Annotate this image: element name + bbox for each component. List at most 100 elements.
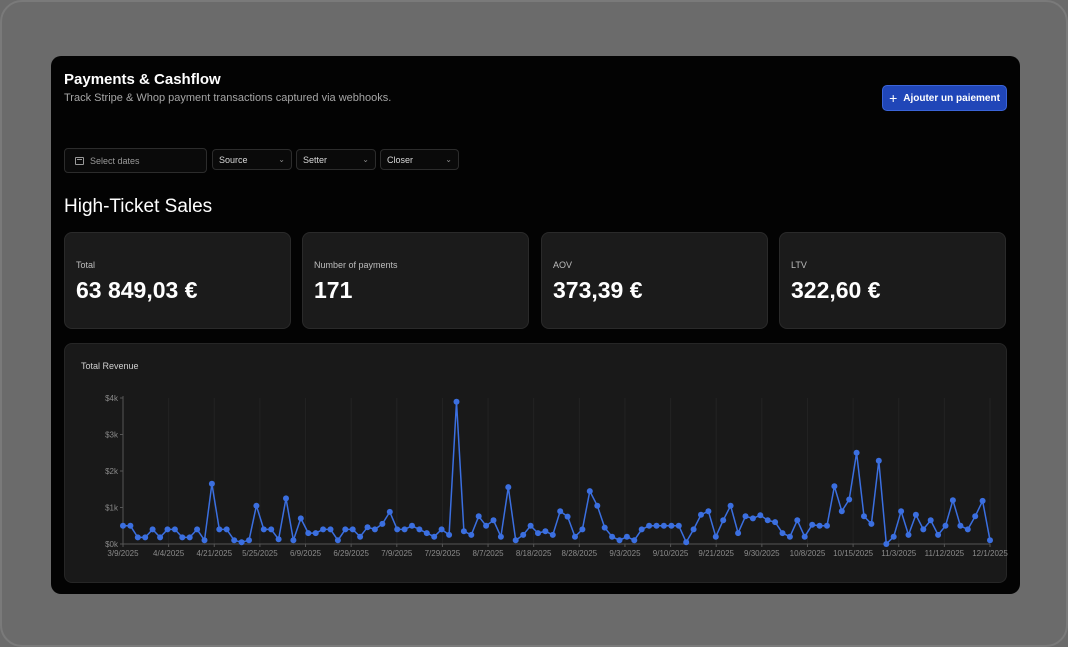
data-point (549, 531, 556, 538)
data-point (912, 511, 919, 518)
x-tick-label: 7/29/2025 (425, 549, 461, 558)
data-point (253, 502, 260, 509)
source-select[interactable]: Source ⌄ (212, 149, 292, 170)
data-point (483, 522, 490, 529)
revenue-line (123, 400, 991, 545)
data-point (987, 537, 993, 544)
source-select-label: Source (219, 154, 248, 165)
kpi-label: Number of payments (314, 260, 398, 270)
data-point (779, 530, 786, 537)
data-point (794, 517, 801, 524)
data-point (668, 522, 675, 529)
x-tick-label: 11/3/2025 (881, 549, 917, 558)
data-point (824, 522, 830, 529)
data-point (520, 531, 527, 538)
kpi-value: 373,39 € (553, 277, 643, 303)
data-point (164, 526, 171, 533)
x-tick-label: 5/25/2025 (242, 549, 278, 558)
data-point (801, 533, 808, 540)
data-point (698, 511, 704, 518)
data-point (379, 520, 386, 527)
data-point (157, 534, 164, 541)
data-point (883, 541, 890, 547)
y-tick-label: $2k (105, 467, 119, 476)
plus-icon: + (889, 90, 898, 106)
data-point (535, 530, 541, 537)
x-tick-label: 9/10/2025 (653, 549, 689, 558)
data-point (572, 533, 578, 540)
data-point (979, 497, 986, 504)
x-tick-label: 9/30/2025 (744, 549, 780, 558)
setter-select[interactable]: Setter ⌄ (296, 149, 376, 170)
data-point (890, 533, 897, 540)
kpi-value: 171 (314, 277, 353, 303)
data-point (972, 513, 979, 520)
add-payment-button[interactable]: + Ajouter un paiement (882, 85, 1007, 111)
x-tick-label: 4/4/2025 (153, 549, 185, 558)
data-point (320, 526, 327, 533)
data-point (460, 528, 467, 535)
section-title: High-Ticket Sales (64, 196, 213, 217)
data-point (216, 526, 223, 533)
data-point (364, 524, 371, 531)
closer-select-label: Closer (387, 154, 414, 165)
data-point (149, 526, 156, 533)
data-point (490, 517, 497, 524)
data-point (208, 480, 215, 487)
kpi-label: LTV (791, 260, 807, 270)
data-point (749, 515, 756, 522)
setter-select-label: Setter (303, 154, 328, 165)
data-point (475, 513, 482, 520)
kpi-label: AOV (553, 260, 573, 270)
data-point (305, 530, 312, 537)
data-point (920, 526, 927, 533)
data-point (290, 537, 297, 544)
x-tick-label: 6/29/2025 (333, 549, 369, 558)
app-panel: Payments & Cashflow Track Stripe & Whop … (51, 56, 1020, 594)
chevron-down-icon: ⌄ (278, 155, 285, 164)
data-point (401, 526, 408, 533)
data-point (268, 526, 275, 533)
date-range-picker[interactable]: Select dates (64, 148, 207, 173)
data-point (720, 517, 727, 524)
x-tick-label: 4/21/2025 (196, 549, 232, 558)
data-point (875, 457, 882, 464)
data-point (327, 526, 334, 533)
data-point (638, 526, 645, 533)
data-point (898, 508, 905, 515)
data-point (505, 484, 512, 491)
y-tick-label: $3k (105, 431, 119, 440)
data-point (905, 531, 912, 538)
page-subtitle: Track Stripe & Whop payment transactions… (64, 92, 392, 104)
data-point (616, 537, 623, 544)
data-point (423, 530, 430, 537)
data-point (786, 533, 793, 540)
data-point (186, 534, 193, 541)
data-point (468, 531, 475, 538)
data-point (497, 533, 504, 540)
data-point (386, 508, 393, 515)
data-point (179, 534, 186, 541)
kpi-value: 63 849,03 € (76, 277, 198, 303)
chart-title: Total Revenue (81, 361, 139, 371)
kpi-card-aov: AOV 373,39 € (541, 232, 768, 329)
data-point (171, 526, 178, 533)
data-point (809, 521, 816, 528)
kpi-label: Total (76, 260, 96, 270)
data-point (772, 519, 779, 526)
data-point (949, 497, 956, 504)
kpi-value: 322,60 € (791, 277, 881, 303)
data-point (942, 522, 949, 529)
x-tick-label: 9/3/2025 (609, 549, 641, 558)
data-point (957, 522, 964, 529)
data-point (816, 522, 823, 529)
data-point (757, 512, 764, 519)
data-point (712, 533, 719, 540)
data-point (653, 522, 660, 529)
closer-select[interactable]: Closer ⌄ (380, 149, 459, 170)
data-point (675, 522, 682, 529)
data-point (660, 522, 667, 529)
data-point (371, 526, 378, 533)
data-point (935, 531, 942, 538)
x-tick-label: 8/18/2025 (516, 549, 552, 558)
